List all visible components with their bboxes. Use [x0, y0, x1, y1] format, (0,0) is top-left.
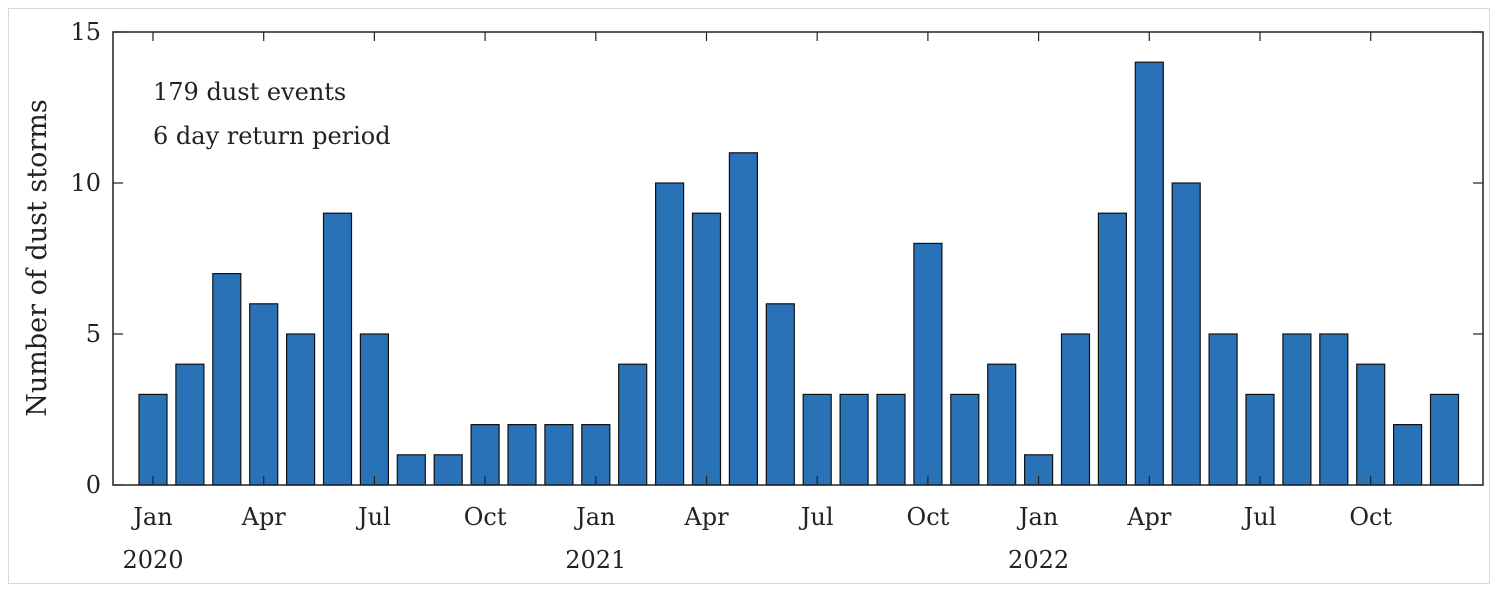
bar-feb-2022	[1060, 333, 1091, 486]
year-label-2020: 2020	[122, 546, 183, 574]
bar-aug-2022	[1282, 333, 1312, 486]
bar-jan-2020	[138, 393, 168, 486]
x-tick-label-oct-21: Oct	[907, 503, 950, 531]
bar-jun-2021	[765, 303, 795, 486]
y-axis: 0 5 10 15	[70, 18, 1483, 499]
bar-oct-2021	[913, 242, 943, 486]
x-tick-label-jul-30: Jul	[1241, 503, 1277, 531]
bar-jul-2021	[802, 393, 832, 486]
bars-group	[138, 61, 1460, 486]
x-tick-label-jan-24: Jan	[1016, 503, 1058, 531]
y-axis-label: Number of dust storms	[22, 99, 53, 417]
bar-sep-2021	[876, 393, 906, 486]
bar-sep-2022	[1319, 333, 1349, 486]
x-tick-label-oct-33: Oct	[1349, 503, 1392, 531]
bar-sep-2020	[433, 454, 463, 486]
bar-dec-2020	[544, 424, 574, 486]
bar-jan-2021	[581, 424, 611, 486]
annotation-event-count: 179 dust events	[153, 78, 346, 106]
bar-mar-2020	[212, 273, 242, 486]
annotation-return-period: 6 day return period	[153, 122, 391, 150]
x-tick-label-jul-18: Jul	[798, 503, 834, 531]
x-tick-label-jul-6: Jul	[355, 503, 391, 531]
x-axis: Jan Apr Jul Oct Jan Apr Jul Oct Jan Apr Jul Oct	[130, 32, 1392, 531]
y-tick-label-5: 5	[86, 320, 101, 348]
x-tick-label-apr-15: Apr	[683, 503, 729, 531]
bar-may-2020	[286, 333, 316, 486]
bar-dec-2021	[987, 363, 1017, 486]
y-tick-label-10: 10	[70, 169, 101, 197]
y-tick-label-15: 15	[70, 18, 101, 46]
bar-mar-2022	[1097, 212, 1128, 486]
bar-nov-2021	[950, 393, 980, 486]
x-tick-label-oct-9: Oct	[464, 503, 507, 531]
bar-may-2022	[1171, 182, 1201, 486]
bar-jun-2022	[1208, 333, 1238, 486]
bar-apr-2022	[1134, 61, 1164, 486]
bar-feb-2021	[618, 363, 648, 486]
x-tick-label-apr-27: Apr	[1126, 503, 1172, 531]
bar-nov-2022	[1392, 424, 1423, 486]
bar-may-2021	[728, 152, 759, 486]
bar-jul-2020	[359, 333, 389, 486]
year-label-2021: 2021	[565, 546, 626, 574]
bar-jul-2022	[1245, 393, 1275, 486]
year-labels: 2020 2021 2022	[122, 546, 1069, 574]
y-tick-label-0: 0	[86, 471, 101, 499]
bar-mar-2021	[654, 182, 685, 486]
bar-oct-2022	[1356, 363, 1386, 486]
bar-apr-2020	[249, 303, 279, 486]
bar-aug-2020	[396, 454, 426, 486]
bar-oct-2020	[470, 424, 500, 486]
bar-apr-2021	[691, 212, 722, 486]
x-tick-label-jan-12: Jan	[573, 503, 615, 531]
plot-area-border	[112, 31, 1484, 486]
bar-feb-2020	[175, 363, 205, 486]
x-tick-label-jan-0: Jan	[130, 503, 172, 531]
bar-nov-2020	[507, 424, 537, 486]
bar-jun-2020	[322, 212, 353, 486]
bar-dec-2022	[1429, 393, 1460, 486]
x-tick-label-apr-3: Apr	[241, 503, 287, 531]
year-label-2022: 2022	[1008, 546, 1069, 574]
bar-aug-2021	[839, 393, 869, 486]
